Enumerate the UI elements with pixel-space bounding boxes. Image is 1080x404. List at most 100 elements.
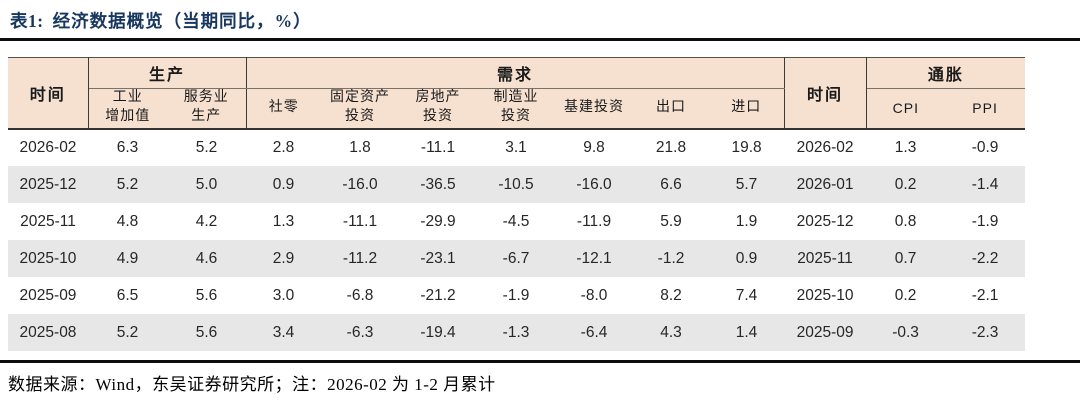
table-row: 2025-08 5.2 5.6 3.4 -6.3 -19.4 -1.3 -6.4… <box>8 314 1026 351</box>
table-cell: 8.2 <box>660 286 682 304</box>
col-header-ppi: PPI <box>945 88 1026 130</box>
table-cell: -1.2 <box>633 240 710 277</box>
table-cell: 2.8 <box>272 139 295 156</box>
table-cell: 6.6 <box>633 166 710 203</box>
table-title-text: 经济数据概览（当期同比，%） <box>52 11 312 31</box>
table-cell: -10.5 <box>477 166 556 203</box>
table-cell: 1.4 <box>709 314 785 351</box>
table-cell: 21.8 <box>655 139 687 156</box>
table-cell: -11.2 <box>321 240 400 277</box>
table-cell: 19.8 <box>731 139 762 156</box>
col-header-time-right: 时间 <box>784 57 867 130</box>
group-header-inflation: 通胀 <box>866 57 1026 89</box>
table-cell: 0.2 <box>866 166 946 203</box>
cell-time: 2025-08 <box>8 314 88 351</box>
table-cell: -2.3 <box>945 314 1026 351</box>
table-number-label: 表1: <box>10 11 44 31</box>
table-cell: -11.1 <box>342 212 378 230</box>
economic-data-table: 时间 生产 需求 时间 通胀 工业 增加值 服务业 生产 社零 固定资产 投资 … <box>8 56 1026 351</box>
col-header-imports: 进口 <box>709 88 785 130</box>
table-cell: -6.8 <box>346 286 374 304</box>
table-cell: -11.1 <box>420 139 456 156</box>
table-cell: 5.7 <box>709 166 785 203</box>
table-cell: 1.9 <box>735 212 758 230</box>
cell-time: 2025-11 <box>20 212 76 230</box>
table-cell: 0.2 <box>894 286 917 304</box>
table-cell: -0.3 <box>866 314 946 351</box>
table-cell: -2.2 <box>945 240 1026 277</box>
col-header-exports: 出口 <box>633 88 710 130</box>
table-cell: -12.1 <box>555 240 634 277</box>
table-cell: -11.9 <box>576 212 612 230</box>
cell-time: 2025-09 <box>784 314 867 351</box>
group-header-production: 生产 <box>88 57 247 89</box>
table-cell: -36.5 <box>399 166 478 203</box>
col-header-services-production: 服务业 生产 <box>167 88 247 130</box>
cell-time: 2025-10 <box>796 286 854 304</box>
table-row: 2025-11 4.8 4.2 1.3 -11.1 -29.9 -4.5 -11… <box>8 203 1025 240</box>
cell-time: 2025-12 <box>796 212 854 230</box>
cell-time: 2026-02 <box>796 139 854 156</box>
table-row: 2025-12 5.2 5.0 0.9 -16.0 -36.5 -10.5 -1… <box>8 166 1026 203</box>
table-cell: -2.1 <box>971 286 999 304</box>
table-cell: -1.4 <box>945 166 1026 203</box>
table-row: 2025-09 6.5 5.6 3.0 -6.8 -21.2 -1.9 -8.0… <box>8 277 1025 314</box>
cell-time: 2025-09 <box>19 286 77 304</box>
table-cell: 6.5 <box>116 286 139 304</box>
col-header-time-left: 时间 <box>8 57 89 130</box>
table-cell: 5.2 <box>88 314 167 351</box>
table-cell: 4.8 <box>116 212 139 230</box>
header-sub-row: 工业 增加值 服务业 生产 社零 固定资产 投资 房地产 投资 制造业 投资 基… <box>8 88 1026 130</box>
cell-time: 2025-11 <box>784 240 867 277</box>
table-cell: -21.2 <box>420 286 456 304</box>
source-note: 数据来源：Wind，东吴证券研究所；注：2026-02 为 1-2 月累计 <box>8 374 496 394</box>
table-cell: 7.4 <box>735 286 758 304</box>
group-header-demand: 需求 <box>246 57 785 89</box>
table-cell: -8.0 <box>580 286 608 304</box>
table-cell: -6.7 <box>477 240 556 277</box>
table-cell: 1.8 <box>349 139 371 156</box>
col-header-cpi: CPI <box>866 88 946 130</box>
table-cell: 1.3 <box>894 139 917 156</box>
table-cell: -29.9 <box>420 212 456 230</box>
table-cell: -1.9 <box>502 286 530 304</box>
col-header-infrastructure-investment: 基建投资 <box>555 88 634 130</box>
table-cell: 0.7 <box>866 240 946 277</box>
table-cell: 4.6 <box>167 240 247 277</box>
table-cell: 5.9 <box>660 212 682 230</box>
table-cell: -6.4 <box>555 314 634 351</box>
table-row: 2026-02 6.3 5.2 2.8 1.8 -11.1 3.1 9.8 21… <box>8 129 1025 166</box>
col-header-real-estate-investment: 房地产 投资 <box>399 88 478 130</box>
table-cell: 9.8 <box>583 139 605 156</box>
table-cell: 5.6 <box>195 286 218 304</box>
table-cell: 3.4 <box>246 314 322 351</box>
cell-time: 2025-10 <box>8 240 88 277</box>
table-cell: 0.9 <box>709 240 785 277</box>
table-cell: 6.3 <box>116 139 139 156</box>
table-cell: -19.4 <box>399 314 478 351</box>
table-cell: -0.9 <box>971 139 999 156</box>
table-cell: -23.1 <box>399 240 478 277</box>
table-body: 2026-02 6.3 5.2 2.8 1.8 -11.1 3.1 9.8 21… <box>8 129 1026 351</box>
table-title: 表1: 经济数据概览（当期同比，%） <box>0 10 1080 32</box>
table-cell: -1.3 <box>477 314 556 351</box>
table-cell: -16.0 <box>555 166 634 203</box>
table-cell: 4.2 <box>195 212 218 230</box>
table-cell: 5.2 <box>88 166 167 203</box>
table-cell: -16.0 <box>321 166 400 203</box>
table-cell: 5.6 <box>167 314 247 351</box>
col-header-retail-sales: 社零 <box>246 88 322 130</box>
table-cell: 0.9 <box>246 166 322 203</box>
header-group-row: 时间 生产 需求 时间 通胀 <box>8 57 1026 130</box>
table-header: 时间 生产 需求 时间 通胀 工业 增加值 服务业 生产 社零 固定资产 投资 … <box>8 57 1026 130</box>
col-header-industrial-value-added: 工业 增加值 <box>88 88 167 130</box>
cell-time: 2026-02 <box>19 139 77 156</box>
cell-time: 2025-12 <box>8 166 88 203</box>
col-header-manufacturing-investment: 制造业 投资 <box>477 88 556 130</box>
table-cell: -1.9 <box>971 212 999 230</box>
table-cell: 4.3 <box>633 314 710 351</box>
table-cell: -4.5 <box>502 212 530 230</box>
table-cell: 1.3 <box>272 212 295 230</box>
table-cell: 3.0 <box>272 286 295 304</box>
